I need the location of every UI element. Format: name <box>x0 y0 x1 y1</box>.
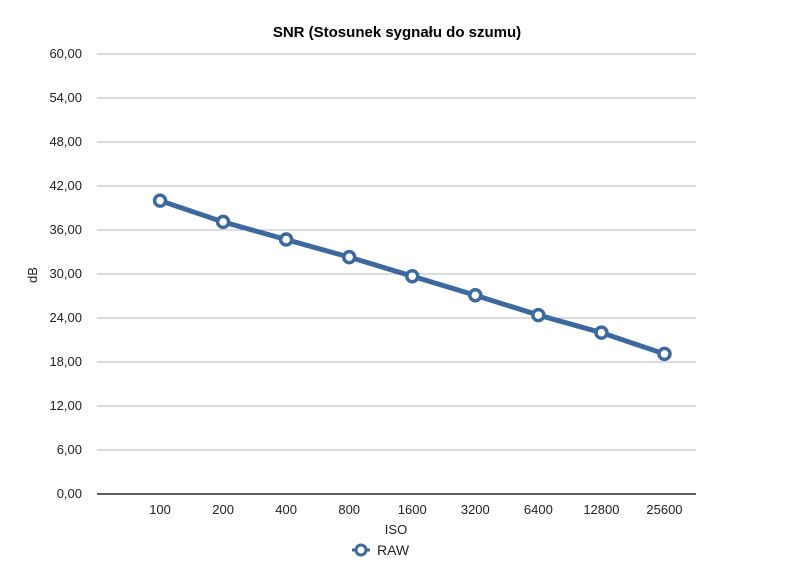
data-point <box>657 346 672 362</box>
series-layer <box>152 193 672 362</box>
y-tick-label: 36,00 <box>49 222 82 237</box>
y-tick-label: 42,00 <box>49 178 82 193</box>
y-tick-label: 60,00 <box>49 46 82 61</box>
y-tick-label: 24,00 <box>49 310 82 325</box>
x-tick-label: 25600 <box>646 502 682 517</box>
data-point <box>341 249 357 265</box>
data-point <box>152 193 168 208</box>
y-tick-label: 30,00 <box>49 266 82 281</box>
y-tick-label: 48,00 <box>49 134 82 149</box>
legend-label-raw: RAW <box>377 542 410 558</box>
data-point <box>405 268 420 284</box>
x-tick-label: 1600 <box>398 502 427 517</box>
y-tick-label: 6,00 <box>57 442 82 457</box>
x-tick-label: 100 <box>149 502 171 517</box>
x-tick-label: 3200 <box>461 502 490 517</box>
legend-marker <box>354 543 368 557</box>
y-axis-ticks: 0,00 6,00 12,00 18,00 24,00 30,00 36,00 42,00 48… <box>49 46 82 501</box>
y-tick-label: 54,00 <box>49 90 82 105</box>
data-point <box>215 214 231 230</box>
x-axis-ticks: 100 200 400 800 1600 3200 6400 12800 25600 <box>149 502 682 517</box>
x-tick-label: 12800 <box>583 502 619 517</box>
y-axis-label: dB <box>25 267 40 283</box>
data-point <box>278 232 294 247</box>
y-tick-label: 18,00 <box>49 354 82 369</box>
legend: RAW <box>352 542 410 558</box>
x-tick-label: 6400 <box>524 502 553 517</box>
x-axis-label: ISO <box>385 522 407 537</box>
y-tick-label: 0,00 <box>57 486 82 501</box>
chart-title: SNR (Stosunek sygnału do szumu) <box>273 24 521 41</box>
x-tick-label: 800 <box>338 502 360 517</box>
data-point <box>594 325 609 340</box>
data-point <box>531 307 546 323</box>
x-tick-label: 400 <box>275 502 297 517</box>
y-tick-label: 12,00 <box>49 398 82 413</box>
x-tick-label: 200 <box>212 502 234 517</box>
data-point <box>468 288 483 303</box>
